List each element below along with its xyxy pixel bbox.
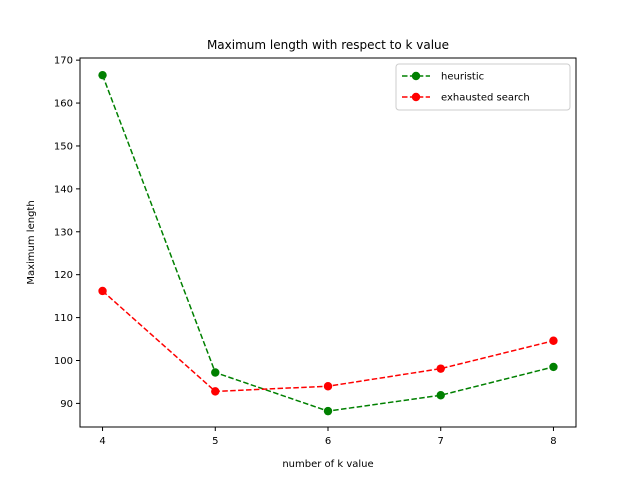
data-point: [436, 364, 445, 373]
legend-marker: [411, 92, 421, 102]
data-point: [323, 406, 333, 416]
y-axis-label: Maximum length: [26, 200, 37, 284]
y-tick-label: 150: [54, 141, 73, 152]
chart-title: Maximum length with respect to k value: [207, 38, 449, 52]
x-tick-label: 6: [325, 436, 331, 447]
y-axis: 90 100 110 120 130 140 150 160 170: [54, 56, 80, 410]
y-tick-label: 170: [54, 56, 73, 67]
y-tick-label: 130: [54, 227, 73, 238]
data-point: [549, 362, 558, 372]
y-tick-label: 90: [60, 399, 73, 410]
y-tick-label: 120: [54, 270, 73, 281]
plot-area: [98, 70, 558, 416]
legend-box: [395, 63, 571, 111]
x-axis-label: number of k value: [282, 459, 373, 470]
y-tick-label: 140: [54, 184, 73, 195]
x-tick-label: 4: [99, 436, 105, 447]
y-tick-label: 110: [54, 313, 73, 324]
data-point: [211, 387, 220, 396]
x-tick-label: 7: [438, 436, 444, 447]
y-tick-label: 100: [54, 356, 73, 367]
data-point: [98, 286, 107, 296]
y-tick-label: 160: [54, 99, 73, 110]
legend-label: heuristic: [441, 72, 484, 83]
legend-marker: [411, 71, 421, 81]
x-tick-label: 8: [550, 436, 556, 447]
data-point: [323, 382, 333, 391]
legend-label: exhausted search: [441, 93, 530, 104]
x-tick-label: 5: [212, 436, 218, 447]
x-axis: 4 5 6 7 8: [99, 427, 557, 447]
data-point: [211, 368, 220, 377]
legend: heuristic exhausted search: [395, 63, 571, 111]
data-point: [549, 336, 558, 345]
data-point: [98, 70, 107, 80]
data-point: [436, 391, 445, 400]
